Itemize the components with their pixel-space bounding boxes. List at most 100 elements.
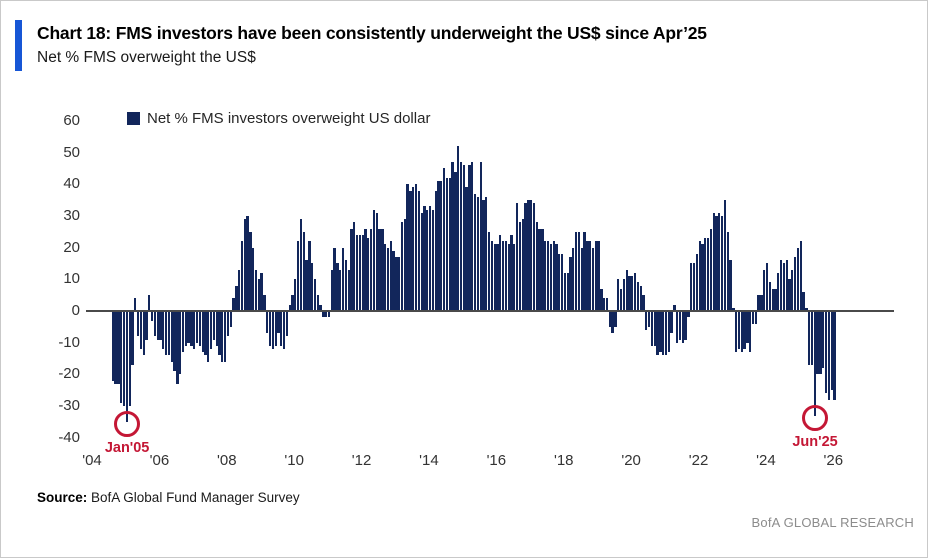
data-bar (633, 272, 637, 311)
data-bar (619, 288, 623, 311)
data-bar (117, 311, 120, 384)
annotation-circle (114, 410, 141, 437)
data-bar (636, 282, 640, 311)
data-bar (532, 203, 536, 311)
data-bar (114, 311, 117, 384)
data-bar (448, 177, 451, 311)
data-bar (605, 298, 609, 311)
data-bar (134, 298, 137, 311)
data-bar (552, 241, 555, 311)
data-bar (417, 190, 421, 311)
data-bar (678, 311, 682, 340)
data-bar (574, 231, 578, 311)
data-bar (392, 250, 395, 311)
data-bar (395, 257, 398, 311)
data-bar (260, 272, 263, 311)
data-bar (296, 241, 300, 311)
data-bar (684, 311, 687, 340)
data-bar (195, 311, 199, 343)
data-bar (760, 295, 763, 311)
data-bar (608, 311, 611, 327)
data-bar (403, 219, 406, 311)
data-bar (647, 311, 651, 327)
data-bar (819, 311, 822, 375)
data-bar (426, 209, 429, 311)
data-bar (560, 253, 564, 311)
data-bar (282, 311, 286, 350)
data-bar (218, 311, 221, 356)
data-bar (662, 311, 665, 356)
data-bar (252, 247, 255, 311)
data-bar (454, 171, 457, 311)
data-bar (162, 311, 165, 350)
data-bar (796, 247, 800, 311)
data-bar (473, 193, 477, 311)
data-bar (409, 190, 412, 311)
data-bar (743, 311, 746, 350)
data-bar (706, 238, 710, 311)
data-bar (136, 311, 140, 337)
data-bar (170, 311, 173, 362)
data-bar (173, 311, 176, 372)
data-bar (111, 311, 114, 381)
data-bar (344, 260, 348, 311)
data-bar (294, 279, 297, 311)
data-bar (490, 241, 494, 311)
data-bar (319, 304, 322, 311)
data-bar (333, 247, 336, 311)
data-bar (305, 260, 308, 311)
source-label: Source: (37, 490, 88, 505)
data-bar (670, 311, 673, 334)
data-bar (566, 272, 569, 311)
data-bar (572, 247, 575, 311)
data-bar (131, 311, 134, 365)
data-bar (204, 311, 207, 356)
data-bar (805, 307, 808, 311)
data-bar (139, 311, 143, 350)
data-bar (179, 311, 182, 375)
data-bar (544, 241, 547, 311)
data-bar (120, 311, 123, 403)
x-tick-label: '18 (553, 452, 574, 469)
data-bar (501, 241, 505, 311)
data-bar (229, 311, 232, 327)
data-bar (799, 241, 802, 311)
chart-header: Chart 18: FMS investors have been consis… (15, 20, 707, 71)
data-bar (530, 200, 533, 311)
data-bar (546, 241, 550, 311)
data-bar (577, 231, 581, 311)
x-tick-label: '24 (756, 452, 776, 469)
data-bar (645, 311, 648, 331)
data-bar (701, 244, 704, 311)
data-bar (763, 269, 766, 311)
data-bar (487, 231, 491, 311)
data-bar (538, 228, 541, 311)
data-bar (212, 311, 216, 340)
data-bar (423, 206, 426, 311)
data-bar (375, 212, 378, 311)
accent-bar (15, 20, 22, 71)
data-bar (614, 311, 617, 327)
data-bar (591, 247, 595, 311)
data-bar (381, 228, 384, 311)
x-tick-label: '12 (351, 452, 372, 469)
y-tick-label: 20 (63, 238, 80, 256)
data-bar (215, 311, 218, 346)
data-bar (726, 231, 729, 311)
data-bar (406, 184, 409, 311)
data-bar (240, 241, 244, 311)
data-bar (774, 288, 777, 311)
data-bar (659, 311, 662, 353)
data-bar (597, 241, 600, 311)
data-bar (611, 311, 614, 334)
y-tick-label: 10 (63, 270, 80, 288)
data-bar (313, 279, 317, 311)
data-bar (288, 304, 291, 311)
data-bar (479, 162, 482, 311)
data-bar (603, 298, 606, 311)
data-bar (285, 311, 289, 337)
data-bar (459, 162, 463, 311)
data-bar (274, 311, 277, 346)
